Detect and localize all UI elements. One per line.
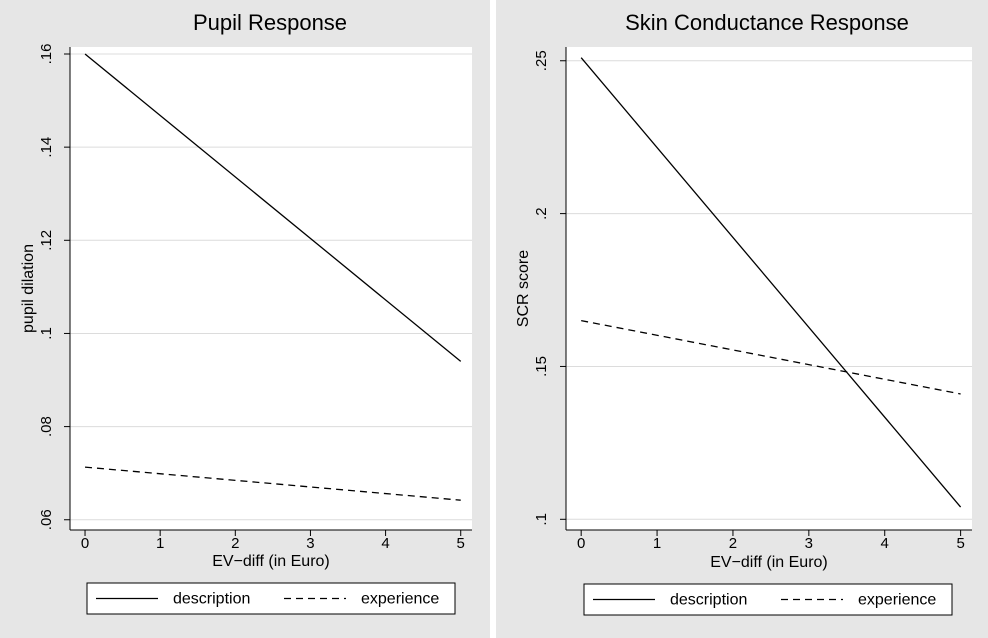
x-tick-label: 2 — [729, 535, 737, 552]
chart-title: Pupil Response — [193, 10, 347, 35]
x-tick-label: 3 — [805, 535, 813, 552]
y-tick-label: .1 — [38, 327, 55, 340]
x-tick-label: 1 — [653, 535, 661, 552]
y-tick-label: .06 — [38, 509, 55, 530]
y-tick-label: .2 — [533, 207, 550, 220]
x-axis-title: EV−diff (in Euro) — [710, 554, 828, 571]
legend-label-description: description — [670, 592, 747, 609]
x-tick-label: 4 — [381, 535, 389, 552]
chart-title: Skin Conductance Response — [625, 10, 909, 35]
chart-panel-2: .1 .15 .2 .25 0 1 2 3 4 5 EV−diff (in Euro) SCR sco… — [496, 0, 988, 638]
x-tick-label: 2 — [231, 535, 239, 552]
x-tick-label: 5 — [457, 535, 465, 552]
x-tick-label: 0 — [577, 535, 585, 552]
x-tick-label: 3 — [306, 535, 314, 552]
y-tick-label: .12 — [38, 230, 55, 251]
x-tick-label: 0 — [81, 535, 89, 552]
y-axis-title: SCR score — [515, 250, 532, 327]
y-tick-label: .16 — [38, 44, 55, 65]
series-line-experience — [581, 319, 961, 395]
plot-area — [70, 47, 472, 530]
plot-area — [566, 47, 972, 530]
x-tick-label: 5 — [956, 535, 964, 552]
x-tick-label: 1 — [156, 535, 164, 552]
series-line-description — [84, 53, 462, 362]
series-line-description — [580, 57, 962, 508]
y-tick-label: .15 — [533, 356, 550, 377]
y-axis-title: pupil dilation — [20, 244, 37, 333]
legend-label-experience: experience — [858, 592, 936, 609]
y-tick-label: .08 — [38, 416, 55, 437]
legend: description experience — [583, 583, 953, 616]
chart-panel-1: .06 .08 .1 .12 .14 .16 0 1 2 3 4 5 EV−diff (in Euro)… — [0, 0, 490, 638]
x-axis-title: EV−diff (in Euro) — [212, 553, 330, 570]
y-tick-label: .14 — [38, 137, 55, 158]
series-line-experience — [84, 466, 461, 501]
legend-label-experience: experience — [361, 591, 439, 608]
legend: description experience — [86, 582, 456, 615]
y-tick-label: .1 — [533, 513, 550, 526]
legend-label-description: description — [173, 591, 250, 608]
y-tick-label: .25 — [533, 50, 550, 71]
x-tick-label: 4 — [881, 535, 889, 552]
